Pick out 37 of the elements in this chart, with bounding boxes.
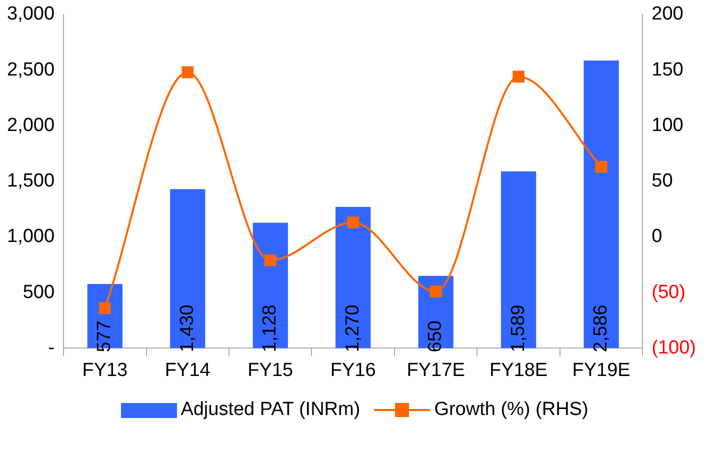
- point: [347, 216, 360, 228]
- data-label: 650: [425, 320, 446, 352]
- data-label: 1,430: [176, 304, 198, 352]
- data-label: 1,270: [342, 304, 364, 352]
- y-tick-label: 500: [22, 282, 55, 303]
- y-tick-label: 3,000: [7, 4, 55, 25]
- y-tick-label: 2,500: [7, 59, 55, 80]
- legend-label: Adjusted PAT (INRm): [180, 399, 360, 421]
- point: [264, 254, 276, 266]
- y2-tick-label: 200: [652, 4, 684, 25]
- data-label: 1,128: [260, 304, 281, 352]
- x-tick-label: FY15: [248, 360, 294, 381]
- point: [182, 66, 194, 78]
- data-label: 1,589: [508, 304, 529, 352]
- point: [595, 160, 608, 173]
- y-tick-label: 1,000: [7, 226, 55, 248]
- legend-label: Growth (%) (RHS): [434, 399, 588, 421]
- y-tick-label: -: [48, 337, 55, 358]
- x-tick-label: FY13: [82, 360, 128, 381]
- y-tick-label: 2,000: [7, 114, 55, 136]
- y2-tick-label: 150: [652, 59, 684, 80]
- point: [430, 286, 442, 298]
- data-label: 2,586: [590, 304, 612, 352]
- data-label: 577: [94, 320, 116, 352]
- point: [98, 302, 111, 314]
- y2-tick-label: 0: [652, 226, 662, 248]
- x-tick-label: FY18E: [490, 360, 548, 381]
- y2-tick-label: 50: [652, 170, 673, 192]
- point: [512, 70, 524, 83]
- x-tick-label: FY16: [330, 360, 376, 381]
- y-tick-label: 1,500: [7, 170, 55, 192]
- y2-tick-label: (100): [652, 337, 696, 358]
- x-tick-label: FY14: [164, 360, 211, 381]
- x-tick-label: FY19E: [572, 360, 630, 381]
- y2-tick-label: 100: [652, 114, 684, 136]
- x-tick-label: FY17E: [406, 360, 465, 381]
- y2-tick-label: (50): [652, 282, 686, 303]
